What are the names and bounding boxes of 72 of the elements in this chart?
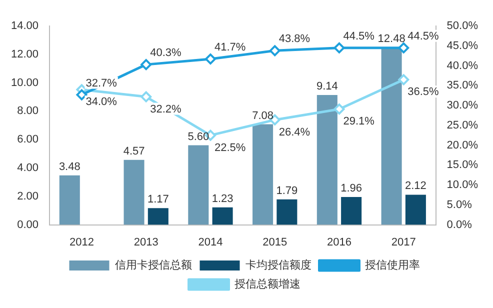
data-label: 5.60 xyxy=(188,130,210,143)
x-tick-label: 2016 xyxy=(326,236,352,248)
point xyxy=(334,104,345,115)
data-label: 22.5% xyxy=(214,142,246,154)
y2-tick-label: 0.0% xyxy=(446,218,472,231)
y2-tick-label: 50.0% xyxy=(446,20,478,32)
point xyxy=(140,59,152,70)
data-label: 32.2% xyxy=(150,103,182,116)
bar xyxy=(148,208,168,225)
bar xyxy=(212,207,233,225)
data-label: 34.0% xyxy=(86,96,118,108)
y-tick-label: 2.00 xyxy=(17,190,39,202)
point xyxy=(398,42,410,54)
bar xyxy=(124,160,144,225)
y-tick-label: 4.00 xyxy=(17,162,39,174)
y2-tick-label: 35.0% xyxy=(446,80,478,92)
data-label: 32.7% xyxy=(86,77,118,90)
bar xyxy=(381,48,402,225)
y2-tick-label: 10.0% xyxy=(446,179,478,192)
point xyxy=(76,89,88,100)
data-label: 36.5% xyxy=(408,86,440,98)
x-tick-label: 2014 xyxy=(198,236,223,248)
legend-label: 授信使用率 xyxy=(364,258,420,272)
data-label: 7.08 xyxy=(252,110,274,122)
data-label: 40.3% xyxy=(150,47,182,60)
y-tick-label: 14.00 xyxy=(10,20,39,32)
y2-tick-label: 5.0% xyxy=(446,198,472,211)
y2-tick-label: 20.0% xyxy=(446,139,478,152)
legend-label: 信用卡授信总额 xyxy=(114,258,192,272)
point xyxy=(269,45,280,56)
bar xyxy=(316,95,338,225)
y2-tick-label: 45.0% xyxy=(446,40,478,52)
x-tick-label: 2017 xyxy=(391,236,416,248)
legend-label: 授信总额增速 xyxy=(234,278,300,291)
bar xyxy=(341,196,362,225)
data-label: 1.79 xyxy=(276,184,298,197)
data-label: 44.5% xyxy=(343,30,375,42)
data-label: 4.57 xyxy=(123,145,145,158)
legend-label: 卡均授信额度 xyxy=(245,258,312,272)
y-tick-label: 0.00 xyxy=(17,218,39,231)
data-label: 29.1% xyxy=(343,116,375,128)
y-tick-label: 8.00 xyxy=(17,105,39,118)
x-tick-label: 2012 xyxy=(69,236,94,248)
data-label: 26.4% xyxy=(278,126,310,138)
bar xyxy=(276,199,298,225)
bar xyxy=(188,145,209,225)
data-label: 3.48 xyxy=(58,160,80,173)
y2-tick-label: 30.0% xyxy=(446,100,478,112)
y-tick-label: 12.00 xyxy=(10,48,39,60)
y-tick-label: 10.00 xyxy=(10,76,39,89)
data-label: 1.96 xyxy=(340,182,362,194)
data-label: 41.7% xyxy=(214,42,246,54)
y-tick-label: 6.00 xyxy=(17,134,39,146)
bar xyxy=(405,194,426,225)
data-label: 12.48 xyxy=(378,33,406,46)
data-label: 1.23 xyxy=(212,192,234,205)
y2-tick-label: 15.0% xyxy=(446,159,478,172)
data-label: 9.14 xyxy=(316,80,338,93)
data-label: 1.17 xyxy=(147,194,169,206)
data-label: 2.12 xyxy=(404,180,426,192)
point xyxy=(334,42,345,54)
bar xyxy=(59,175,80,225)
point xyxy=(204,54,216,64)
data-label: 43.8% xyxy=(278,33,310,46)
data-label: 44.5% xyxy=(408,30,440,42)
y2-tick-label: 40.0% xyxy=(446,60,478,72)
bar xyxy=(252,124,274,225)
point xyxy=(398,74,410,86)
y2-tick-label: 25.0% xyxy=(446,119,478,132)
point xyxy=(140,91,152,102)
x-tick-label: 2013 xyxy=(134,236,158,248)
x-tick-label: 2015 xyxy=(262,236,288,248)
